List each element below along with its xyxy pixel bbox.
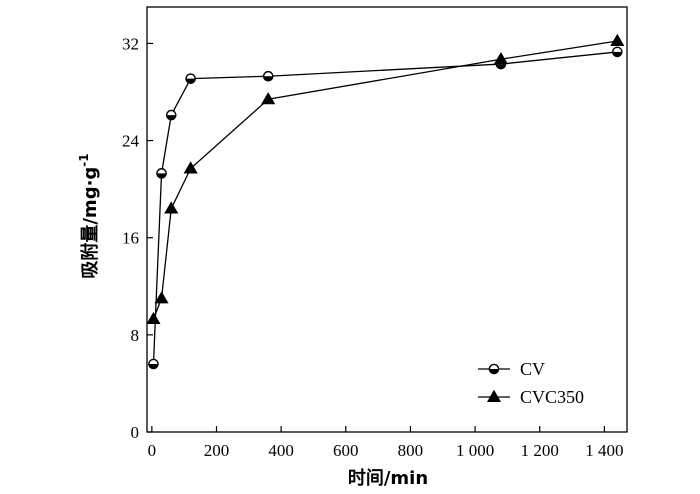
x-tick-label: 1 200 [521, 441, 559, 460]
x-axis-ticks: 0 200 400 600 800 1 000 1 200 1 400 [148, 426, 623, 460]
legend: CV CVC350 [478, 359, 584, 407]
cv-series-line [152, 51, 618, 365]
y-axis-label: 吸附量/mg·g-1 [77, 153, 101, 278]
legend-label: CV [520, 359, 545, 379]
cv-data-point [156, 168, 167, 179]
cvc350-data-point [183, 161, 198, 174]
cvc350-data-point [261, 92, 276, 105]
x-tick-label: 200 [204, 441, 230, 460]
y-tick-label: 8 [131, 326, 140, 345]
y-axis-ticks: 0 8 16 24 32 [122, 34, 153, 442]
legend-item-cv: CV [478, 359, 545, 379]
cvc350-data-point [164, 201, 179, 214]
series-group [146, 33, 625, 370]
y-tick-label: 24 [122, 132, 140, 151]
cv-data-point [148, 358, 159, 370]
x-tick-label: 1 400 [585, 441, 623, 460]
cv-data-point [612, 46, 623, 58]
cv-data-point [185, 73, 196, 84]
x-tick-label: 400 [268, 441, 294, 460]
legend-marker [486, 389, 502, 402]
plot-area [146, 6, 628, 433]
x-tick-label: 0 [148, 441, 157, 460]
cvc350-data-point [493, 52, 509, 65]
cvc350-data-point [154, 291, 169, 304]
x-tick-label: 1 000 [456, 441, 494, 460]
x-axis-label: 时间/min [348, 468, 428, 489]
cvc350-series-line [152, 40, 618, 320]
legend-item-cvc350: CVC350 [478, 387, 584, 407]
plot-frame [146, 6, 628, 433]
cv-data-point [165, 109, 177, 121]
x-tick-label: 800 [398, 441, 424, 460]
cv-data-point [262, 70, 274, 82]
cvc350-data-point [146, 311, 161, 325]
y-axis-label-main: 吸附量/mg·g [79, 167, 101, 279]
x-tick-label: 600 [333, 441, 359, 460]
legend-label: CVC350 [520, 387, 584, 407]
cvc350-data-point [610, 33, 625, 46]
y-tick-label: 0 [131, 423, 140, 442]
cv-data-point [488, 363, 500, 375]
y-tick-label: 32 [122, 34, 139, 53]
y-axis-label-exponent: -1 [77, 153, 91, 166]
y-tick-label: 16 [122, 229, 139, 248]
